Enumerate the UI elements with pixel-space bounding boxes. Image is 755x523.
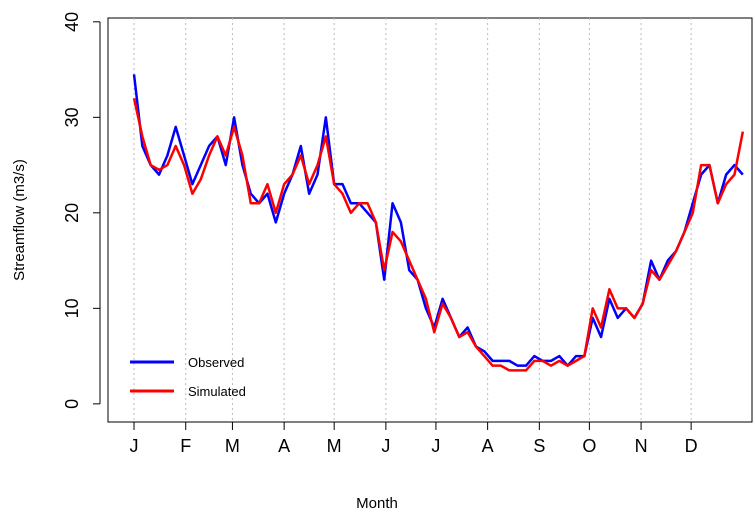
y-tick-label: 10	[62, 298, 82, 318]
x-tick-label: D	[685, 436, 698, 456]
legend-label: Observed	[188, 355, 244, 370]
x-tick-label: J	[130, 436, 139, 456]
legend-label: Simulated	[188, 384, 246, 399]
y-tick-label: 0	[62, 399, 82, 409]
plot-frame	[107, 17, 753, 423]
x-axis-label: Month	[356, 495, 398, 512]
y-tick-label: 30	[62, 107, 82, 127]
x-tick-label: J	[431, 436, 440, 456]
x-tick-label: M	[327, 436, 342, 456]
x-tick-label: M	[225, 436, 240, 456]
series-line	[132, 97, 745, 372]
x-tick-label: A	[482, 436, 494, 456]
x-tick-label: N	[635, 436, 648, 456]
x-tick-label: F	[180, 436, 191, 456]
y-axis-label: Streamflow (m3/s)	[11, 159, 28, 281]
x-tick-label: A	[278, 436, 290, 456]
y-tick-label: 40	[62, 12, 82, 32]
y-tick-label: 20	[62, 203, 82, 223]
x-tick-label: J	[381, 436, 390, 456]
x-tick-label: S	[533, 436, 545, 456]
x-tick-label: O	[582, 436, 596, 456]
